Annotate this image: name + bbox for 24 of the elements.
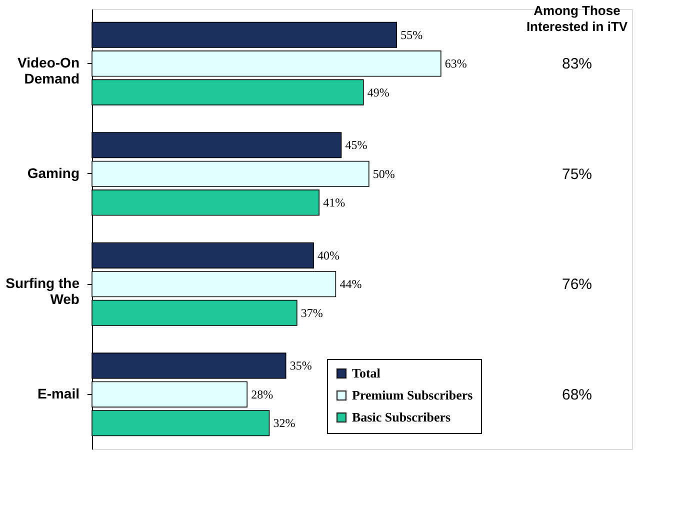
data-label: 40% <box>318 248 340 262</box>
text: Among Those Interested in iTV <box>526 3 628 34</box>
text: 76% <box>562 276 592 294</box>
y-tick-label: E-mail <box>37 385 80 402</box>
text: 83% <box>562 56 592 73</box>
data-label: 50% <box>372 166 395 181</box>
legend-label: Total <box>352 366 381 380</box>
data-label: 37% <box>300 306 323 320</box>
data-label: 63% <box>444 56 467 71</box>
data-label: 28% <box>251 387 274 402</box>
text: 68% <box>562 386 592 404</box>
data-label: 45% <box>345 138 368 152</box>
data-label: 49% <box>367 85 390 100</box>
data-label: 32% <box>273 416 296 430</box>
y-tick-label: Gaming <box>27 164 80 181</box>
data-label: 41% <box>323 196 346 210</box>
y-tick-label: Video-On Demand <box>18 54 80 87</box>
data-label: 44% <box>340 277 362 292</box>
y-tick-label: Surfing the Web <box>6 275 80 308</box>
legend-label: Basic Subscribers <box>352 410 451 424</box>
data-label: 35% <box>290 358 312 373</box>
data-label: 55% <box>400 28 423 42</box>
legend-label: Premium Subscribers <box>352 388 473 402</box>
text: 75% <box>562 166 592 183</box>
